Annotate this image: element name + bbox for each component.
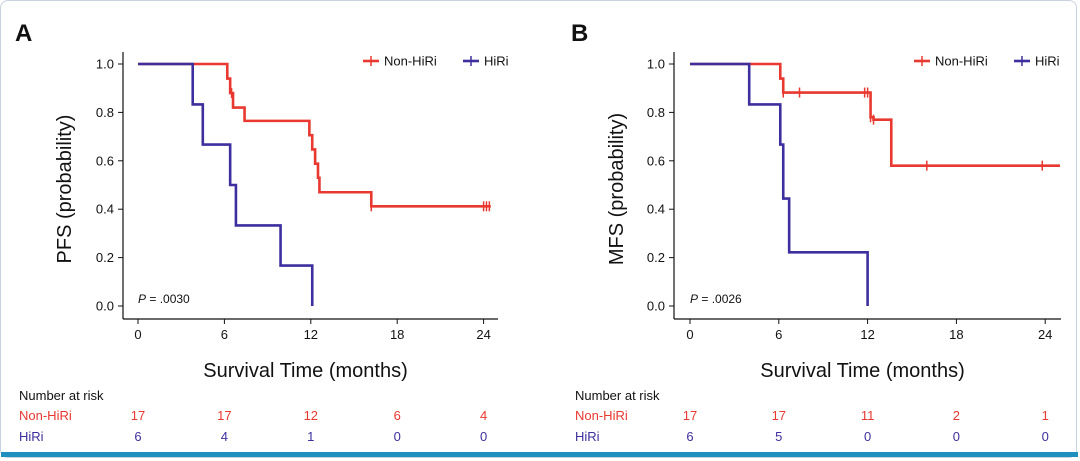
panel-a-risk-row-hiri-value: 6 [134,429,141,444]
panel-b-x-tick-label: 24 [1038,327,1052,342]
panel-a-y-axis-title: PFS (probability) [54,115,76,264]
panel-a-hiri-curve [138,62,314,306]
panel-b-letter: B [571,20,588,47]
panel-a-risk-row-non-hiri-value: 12 [304,408,318,423]
panel-b-risk-row-hiri-value: 0 [864,429,871,444]
panel-a-risk-row-hiri-value: 4 [221,429,228,444]
panel-a-y-tick-label: 0.6 [96,153,114,168]
panel-a-letter: A [15,20,32,47]
panel-b-risk-row-hiri-value: 5 [775,429,782,444]
panel-a-y-tick-label: 0.0 [96,299,114,314]
panel-b-legend-non-hiri-label: Non-HiRi [935,54,988,69]
panel-a-risk-row-hiri-label: HiRi [19,429,44,444]
panel-b-risk-row-non-hiri-value: 17 [772,408,786,423]
panel-a-non-hiri-curve [138,62,491,208]
panel-b-y-tick-label: 0.8 [647,105,665,120]
bottom-accent-bar [1,452,1078,457]
panel-a-risk-row-hiri-value: 0 [480,429,487,444]
panel-b-risk-row-non-hiri-value: 2 [953,408,960,423]
panel-b-y-axis-title: MFS (probability) [606,113,628,265]
panel-b-x-tick-label: 18 [949,327,963,342]
panel-b-x-axis-title: Survival Time (months) [760,360,965,382]
panel-b-risk-row-hiri-value: 0 [1042,429,1049,444]
panel-a-x-axis-title: Survival Time (months) [203,360,408,382]
panel-a-risk-row-hiri-value: 1 [307,429,314,444]
panel-b-hiri-curve [690,62,869,306]
panel-a-y-tick-label: 0.8 [96,105,114,120]
panel-a-legend-hiri-label: HiRi [484,54,509,69]
panel-b-x-tick-label: 12 [860,327,874,342]
panel-b-y-tick-label: 0.4 [647,202,665,217]
panel-b-risk-row-hiri-value: 6 [686,429,693,444]
panel-a-risk-row-non-hiri-label: Non-HiRi [19,408,72,423]
panel-a-y-tick-label: 1.0 [96,57,114,72]
panel-a-x-tick-label: 6 [221,327,228,342]
panel-a-risk-table-title: Number at risk [19,388,104,403]
panel-b-risk-row-non-hiri-label: Non-HiRi [575,408,628,423]
panel-b-risk-row-non-hiri-value: 1 [1042,408,1049,423]
panel-a-x-tick-label: 24 [476,327,490,342]
panel-b-legend-hiri-label: HiRi [1035,54,1060,69]
panel-b-risk-row-non-hiri-value: 11 [861,408,875,423]
panel-a-x-tick-label: 18 [390,327,404,342]
panel-b-risk-row-hiri-value: 0 [953,429,960,444]
panel-a-risk-row-non-hiri-value: 4 [480,408,487,423]
panel-a-p-value: P = .0030 [138,292,190,306]
panel-a-legend-non-hiri-label: Non-HiRi [384,54,437,69]
panel-b-x-tick-label: 6 [775,327,782,342]
panel-b-y-tick-label: 0.2 [647,250,665,265]
panel-b-risk-row-hiri-label: HiRi [575,429,600,444]
panel-a-y-tick-label: 0.2 [96,250,114,265]
panel-a-x-tick-label: 0 [134,327,141,342]
panel-a-risk-row-non-hiri-value: 17 [131,408,145,423]
panel-b-p-value: P = .0026 [690,292,742,306]
panel-a-y-tick-label: 0.4 [96,202,114,217]
panel-a-risk-row-non-hiri-value: 17 [217,408,231,423]
panel-b-y-tick-label: 1.0 [647,57,665,72]
panel-b-y-tick-label: 0.6 [647,153,665,168]
panel-b-non-hiri-curve [690,62,1060,167]
panel-b-y-tick-label: 0.0 [647,299,665,314]
panel-a-x-tick-label: 12 [304,327,318,342]
panel-b-risk-row-non-hiri-value: 17 [683,408,697,423]
panel-a-risk-row-non-hiri-value: 6 [394,408,401,423]
panel-b-risk-table-title: Number at risk [575,388,660,403]
panel-b-x-tick-label: 0 [686,327,693,342]
panel-a-risk-row-hiri-value: 0 [394,429,401,444]
